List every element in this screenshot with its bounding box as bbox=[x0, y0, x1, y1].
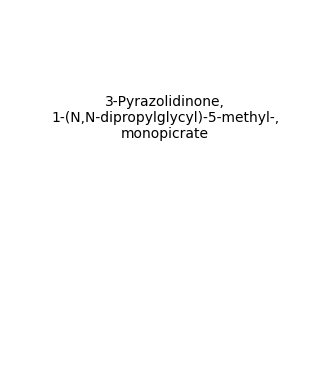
Text: 3-Pyrazolidinone,
1-(N,N-dipropylglycyl)-5-methyl-,
monopicrate: 3-Pyrazolidinone, 1-(N,N-dipropylglycyl)… bbox=[51, 95, 279, 141]
